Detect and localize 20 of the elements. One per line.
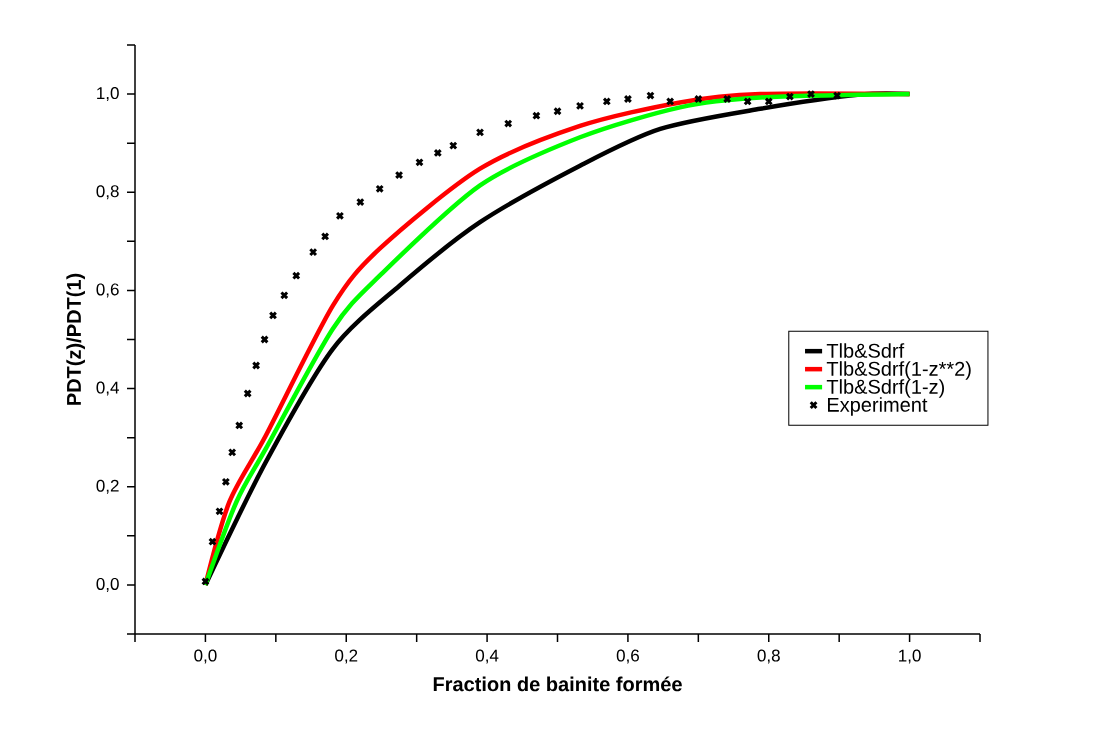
x-tick-label: 0,4 [475, 649, 499, 664]
y-tick-label: 0,6 [96, 283, 119, 298]
y-tick-label: 1,0 [97, 87, 119, 102]
point [623, 94, 633, 104]
y-tick-label: 0,8 [96, 185, 119, 200]
legend-label: Tlb&Sdrf [826, 343, 905, 358]
point [806, 89, 816, 99]
y-axis-title: PDT(z)/PDT(1) [66, 273, 85, 405]
y-tick-label: 0,2 [96, 479, 119, 494]
legend-label: Tlb&Sdrf(1-z**2) [826, 361, 971, 380]
legend-label: Experiment [828, 397, 928, 416]
x-tick-label: 1,0 [899, 649, 921, 664]
x-tick-label: 0,8 [757, 649, 780, 664]
x-tick-label: 0,6 [616, 649, 639, 664]
x-axis-title: Fraction de bainite formée [433, 676, 682, 692]
y-tick-label: 0,0 [96, 577, 119, 592]
x-tick-label: 0,0 [194, 649, 217, 664]
x-tick-label: 0,2 [335, 649, 358, 664]
y-tick-label: 0,4 [96, 381, 119, 396]
legend-label: Tlb&Sdrf(1-z) [826, 379, 945, 398]
